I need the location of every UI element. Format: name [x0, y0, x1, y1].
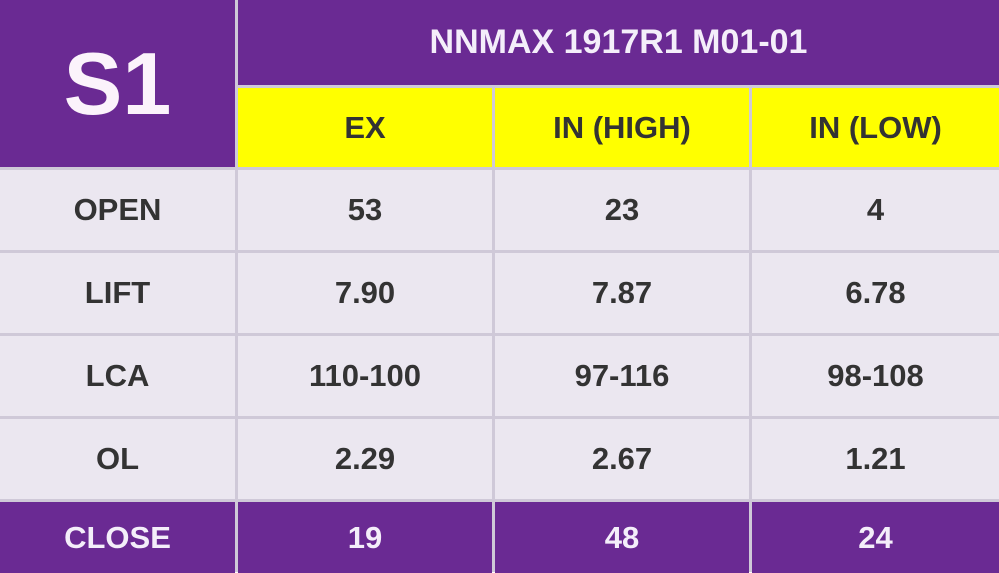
column-header: IN (LOW): [752, 88, 999, 167]
value-cell: 2.67: [495, 419, 749, 499]
value-cell: 4: [752, 170, 999, 250]
value-cell: 97-116: [495, 336, 749, 416]
table-title: NNMAX 1917R1 M01-01: [238, 0, 999, 85]
value-cell: 19: [238, 502, 492, 573]
value-cell: 53: [238, 170, 492, 250]
value-cell: 24: [752, 502, 999, 573]
row-label: OL: [0, 419, 235, 499]
value-cell: 7.87: [495, 253, 749, 333]
row-label: CLOSE: [0, 502, 235, 573]
row-label: LCA: [0, 336, 235, 416]
value-cell: 110-100: [238, 336, 492, 416]
value-cell: 98-108: [752, 336, 999, 416]
value-cell: 48: [495, 502, 749, 573]
row-label: OPEN: [0, 170, 235, 250]
row-label: LIFT: [0, 253, 235, 333]
value-cell: 2.29: [238, 419, 492, 499]
value-cell: 7.90: [238, 253, 492, 333]
value-cell: 23: [495, 170, 749, 250]
column-header: EX: [238, 88, 492, 167]
value-cell: 1.21: [752, 419, 999, 499]
column-header: IN (HIGH): [495, 88, 749, 167]
value-cell: 6.78: [752, 253, 999, 333]
corner-label: S1: [0, 0, 235, 167]
